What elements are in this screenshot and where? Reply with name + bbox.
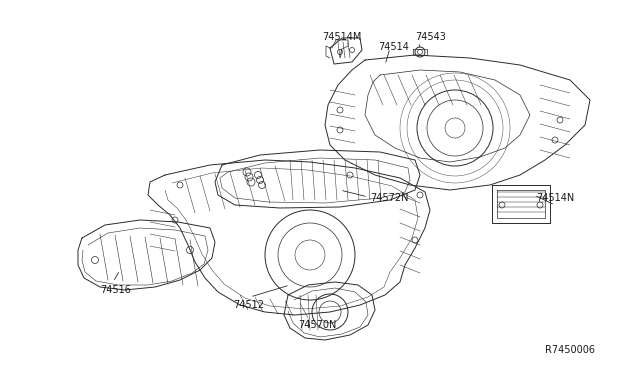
Text: 74516: 74516 — [100, 285, 131, 295]
Text: 74514M: 74514M — [322, 32, 362, 42]
Text: 74570N: 74570N — [298, 320, 337, 330]
Text: 74512: 74512 — [233, 300, 264, 310]
Text: 74572N: 74572N — [370, 193, 408, 203]
Text: R7450006: R7450006 — [545, 345, 595, 355]
Text: 74543: 74543 — [415, 32, 446, 42]
Text: 74514: 74514 — [378, 42, 409, 52]
Text: 74514N: 74514N — [536, 193, 574, 203]
